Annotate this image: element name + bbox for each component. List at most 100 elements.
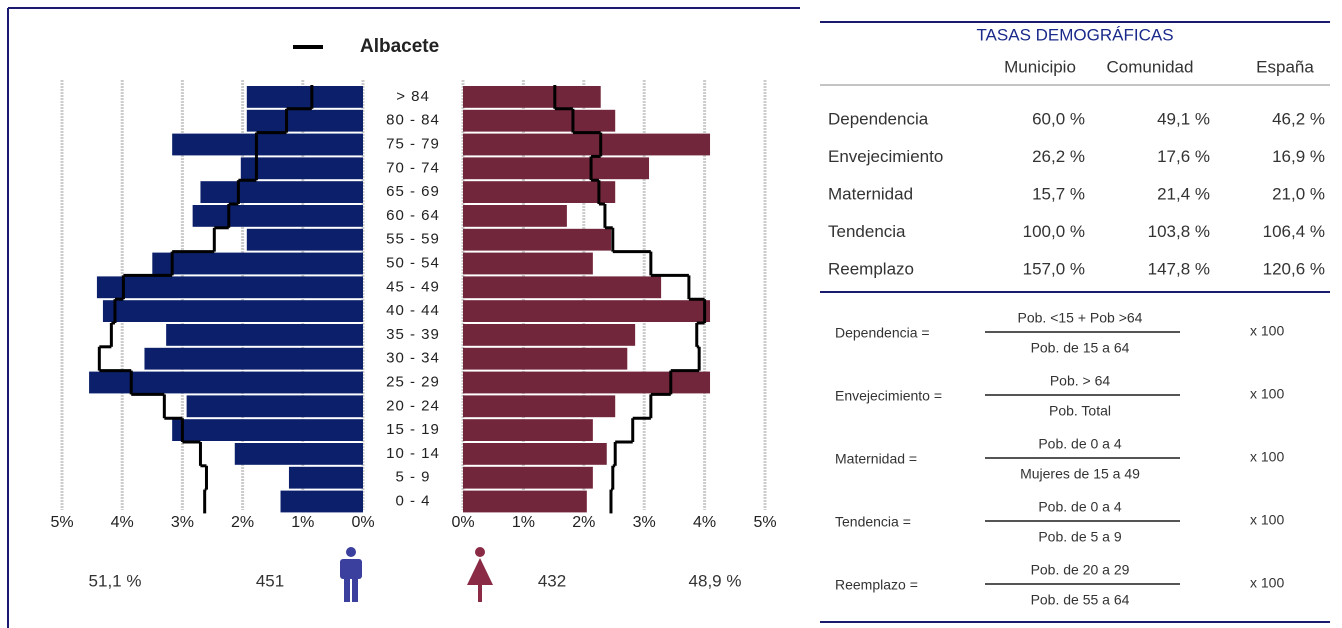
- bar-male: [192, 205, 363, 227]
- formula-denominator: Pob. de 5 a 9: [1038, 529, 1122, 545]
- category-label: 50 - 54: [386, 254, 440, 271]
- bar-male: [240, 157, 363, 180]
- table-value: 157,0 %: [1023, 259, 1085, 278]
- table-value: 147,8 %: [1148, 259, 1210, 278]
- category-label: 70 - 74: [386, 159, 440, 176]
- table-value: 17,6 %: [1157, 147, 1210, 166]
- bar-male: [166, 324, 363, 346]
- bar-male: [246, 86, 363, 108]
- formula-factor: x 100: [1250, 512, 1284, 528]
- bar-male: [102, 300, 363, 322]
- formula-numerator: Pob. de 0 a 4: [1038, 436, 1122, 452]
- category-label: 60 - 64: [386, 207, 440, 224]
- category-label: 30 - 34: [386, 350, 440, 367]
- category-label: 0 - 4: [395, 492, 430, 509]
- formula-denominator: Pob. de 15 a 64: [1031, 340, 1130, 356]
- category-label: 10 - 14: [386, 445, 440, 462]
- formula-denominator: Mujeres de 15 a 49: [1020, 466, 1140, 482]
- table-value: 120,6 %: [1263, 259, 1325, 278]
- table-header: Municipio: [1004, 57, 1076, 76]
- category-label: 35 - 39: [386, 326, 440, 343]
- x-tick-label: 1%: [291, 514, 314, 531]
- bar-male: [172, 133, 363, 156]
- formula-denominator: Pob. de 55 a 64: [1031, 592, 1130, 608]
- formula-label: Dependencia =: [835, 325, 930, 341]
- x-tick-label: 3%: [171, 514, 194, 531]
- bar-male: [172, 419, 363, 441]
- female-count: 432: [538, 571, 566, 590]
- table-value: 46,2 %: [1272, 109, 1325, 128]
- female-icon: [467, 547, 493, 602]
- formula-factor: x 100: [1250, 575, 1284, 591]
- bar-female: [463, 133, 711, 156]
- formula-label: Reemplazo =: [835, 577, 918, 593]
- formula-numerator: Pob. <15 + Pob >64: [1018, 310, 1143, 326]
- table-row-label: Envejecimiento: [828, 147, 943, 166]
- table-header: Comunidad: [1107, 57, 1194, 76]
- category-label: 65 - 69: [386, 183, 440, 200]
- legend-label: Albacete: [360, 36, 439, 57]
- formula-label: Maternidad =: [835, 451, 917, 467]
- formula-factor: x 100: [1250, 323, 1284, 339]
- x-tick-label: 5%: [50, 514, 73, 531]
- bar-female: [463, 157, 650, 180]
- table-row-label: Maternidad: [828, 184, 913, 203]
- x-tick-label: 2%: [231, 514, 254, 531]
- table-value: 15,7 %: [1032, 184, 1085, 203]
- bar-female: [463, 419, 593, 441]
- table-value: 49,1 %: [1157, 109, 1210, 128]
- bar-female: [463, 347, 628, 370]
- bar-male: [200, 181, 363, 203]
- x-tick-label: 0%: [351, 514, 374, 531]
- formula-numerator: Pob. > 64: [1050, 373, 1111, 389]
- category-label: 25 - 29: [386, 373, 440, 390]
- bar-female: [463, 181, 616, 203]
- bar-male: [246, 228, 363, 251]
- x-tick-label: 4%: [111, 514, 134, 531]
- formula-numerator: Pob. de 20 a 29: [1031, 562, 1130, 578]
- bar-female: [463, 371, 711, 394]
- female-percent: 48,9 %: [689, 571, 742, 590]
- bar-female: [463, 109, 616, 132]
- x-tick-label: 2%: [572, 514, 595, 531]
- bar-female: [463, 228, 611, 251]
- male-count: 451: [256, 571, 284, 590]
- formula-numerator: Pob. de 0 a 4: [1038, 499, 1122, 515]
- bar-female: [463, 466, 593, 489]
- category-label: 75 - 79: [386, 135, 440, 152]
- bar-female: [463, 276, 662, 299]
- bar-male: [234, 443, 363, 465]
- formula-label: Tendencia =: [835, 514, 911, 530]
- category-label: > 84: [396, 88, 430, 105]
- table-value: 103,8 %: [1148, 222, 1210, 241]
- formula-factor: x 100: [1250, 386, 1284, 402]
- bar-male: [152, 252, 363, 275]
- x-tick-label: 4%: [693, 514, 716, 531]
- table-row-label: Reemplazo: [828, 259, 914, 278]
- bar-female: [463, 252, 593, 275]
- category-label: 40 - 44: [386, 302, 440, 319]
- bar-male: [96, 276, 363, 299]
- category-label: 55 - 59: [386, 231, 440, 248]
- bar-male: [280, 490, 363, 513]
- table-header: España: [1256, 57, 1314, 76]
- bar-female: [463, 324, 636, 346]
- table-value: 21,4 %: [1157, 184, 1210, 203]
- bar-male: [186, 395, 363, 418]
- category-label: 45 - 49: [386, 278, 440, 295]
- bar-female: [463, 300, 711, 322]
- bar-male: [246, 109, 363, 132]
- category-label: 5 - 9: [395, 469, 430, 486]
- table-value: 21,0 %: [1272, 184, 1325, 203]
- category-label: 80 - 84: [386, 112, 440, 129]
- bar-female: [463, 395, 616, 418]
- bar-male: [89, 371, 363, 394]
- category-label: 15 - 19: [386, 421, 440, 438]
- male-percent: 51,1 %: [89, 571, 142, 590]
- bar-female: [463, 205, 567, 227]
- formula-label: Envejecimiento =: [835, 388, 942, 404]
- bar-male: [144, 347, 363, 370]
- x-tick-label: 3%: [633, 514, 656, 531]
- table-title: TASAS DEMOGRÁFICAS: [976, 25, 1173, 44]
- formula-denominator: Pob. Total: [1049, 403, 1111, 419]
